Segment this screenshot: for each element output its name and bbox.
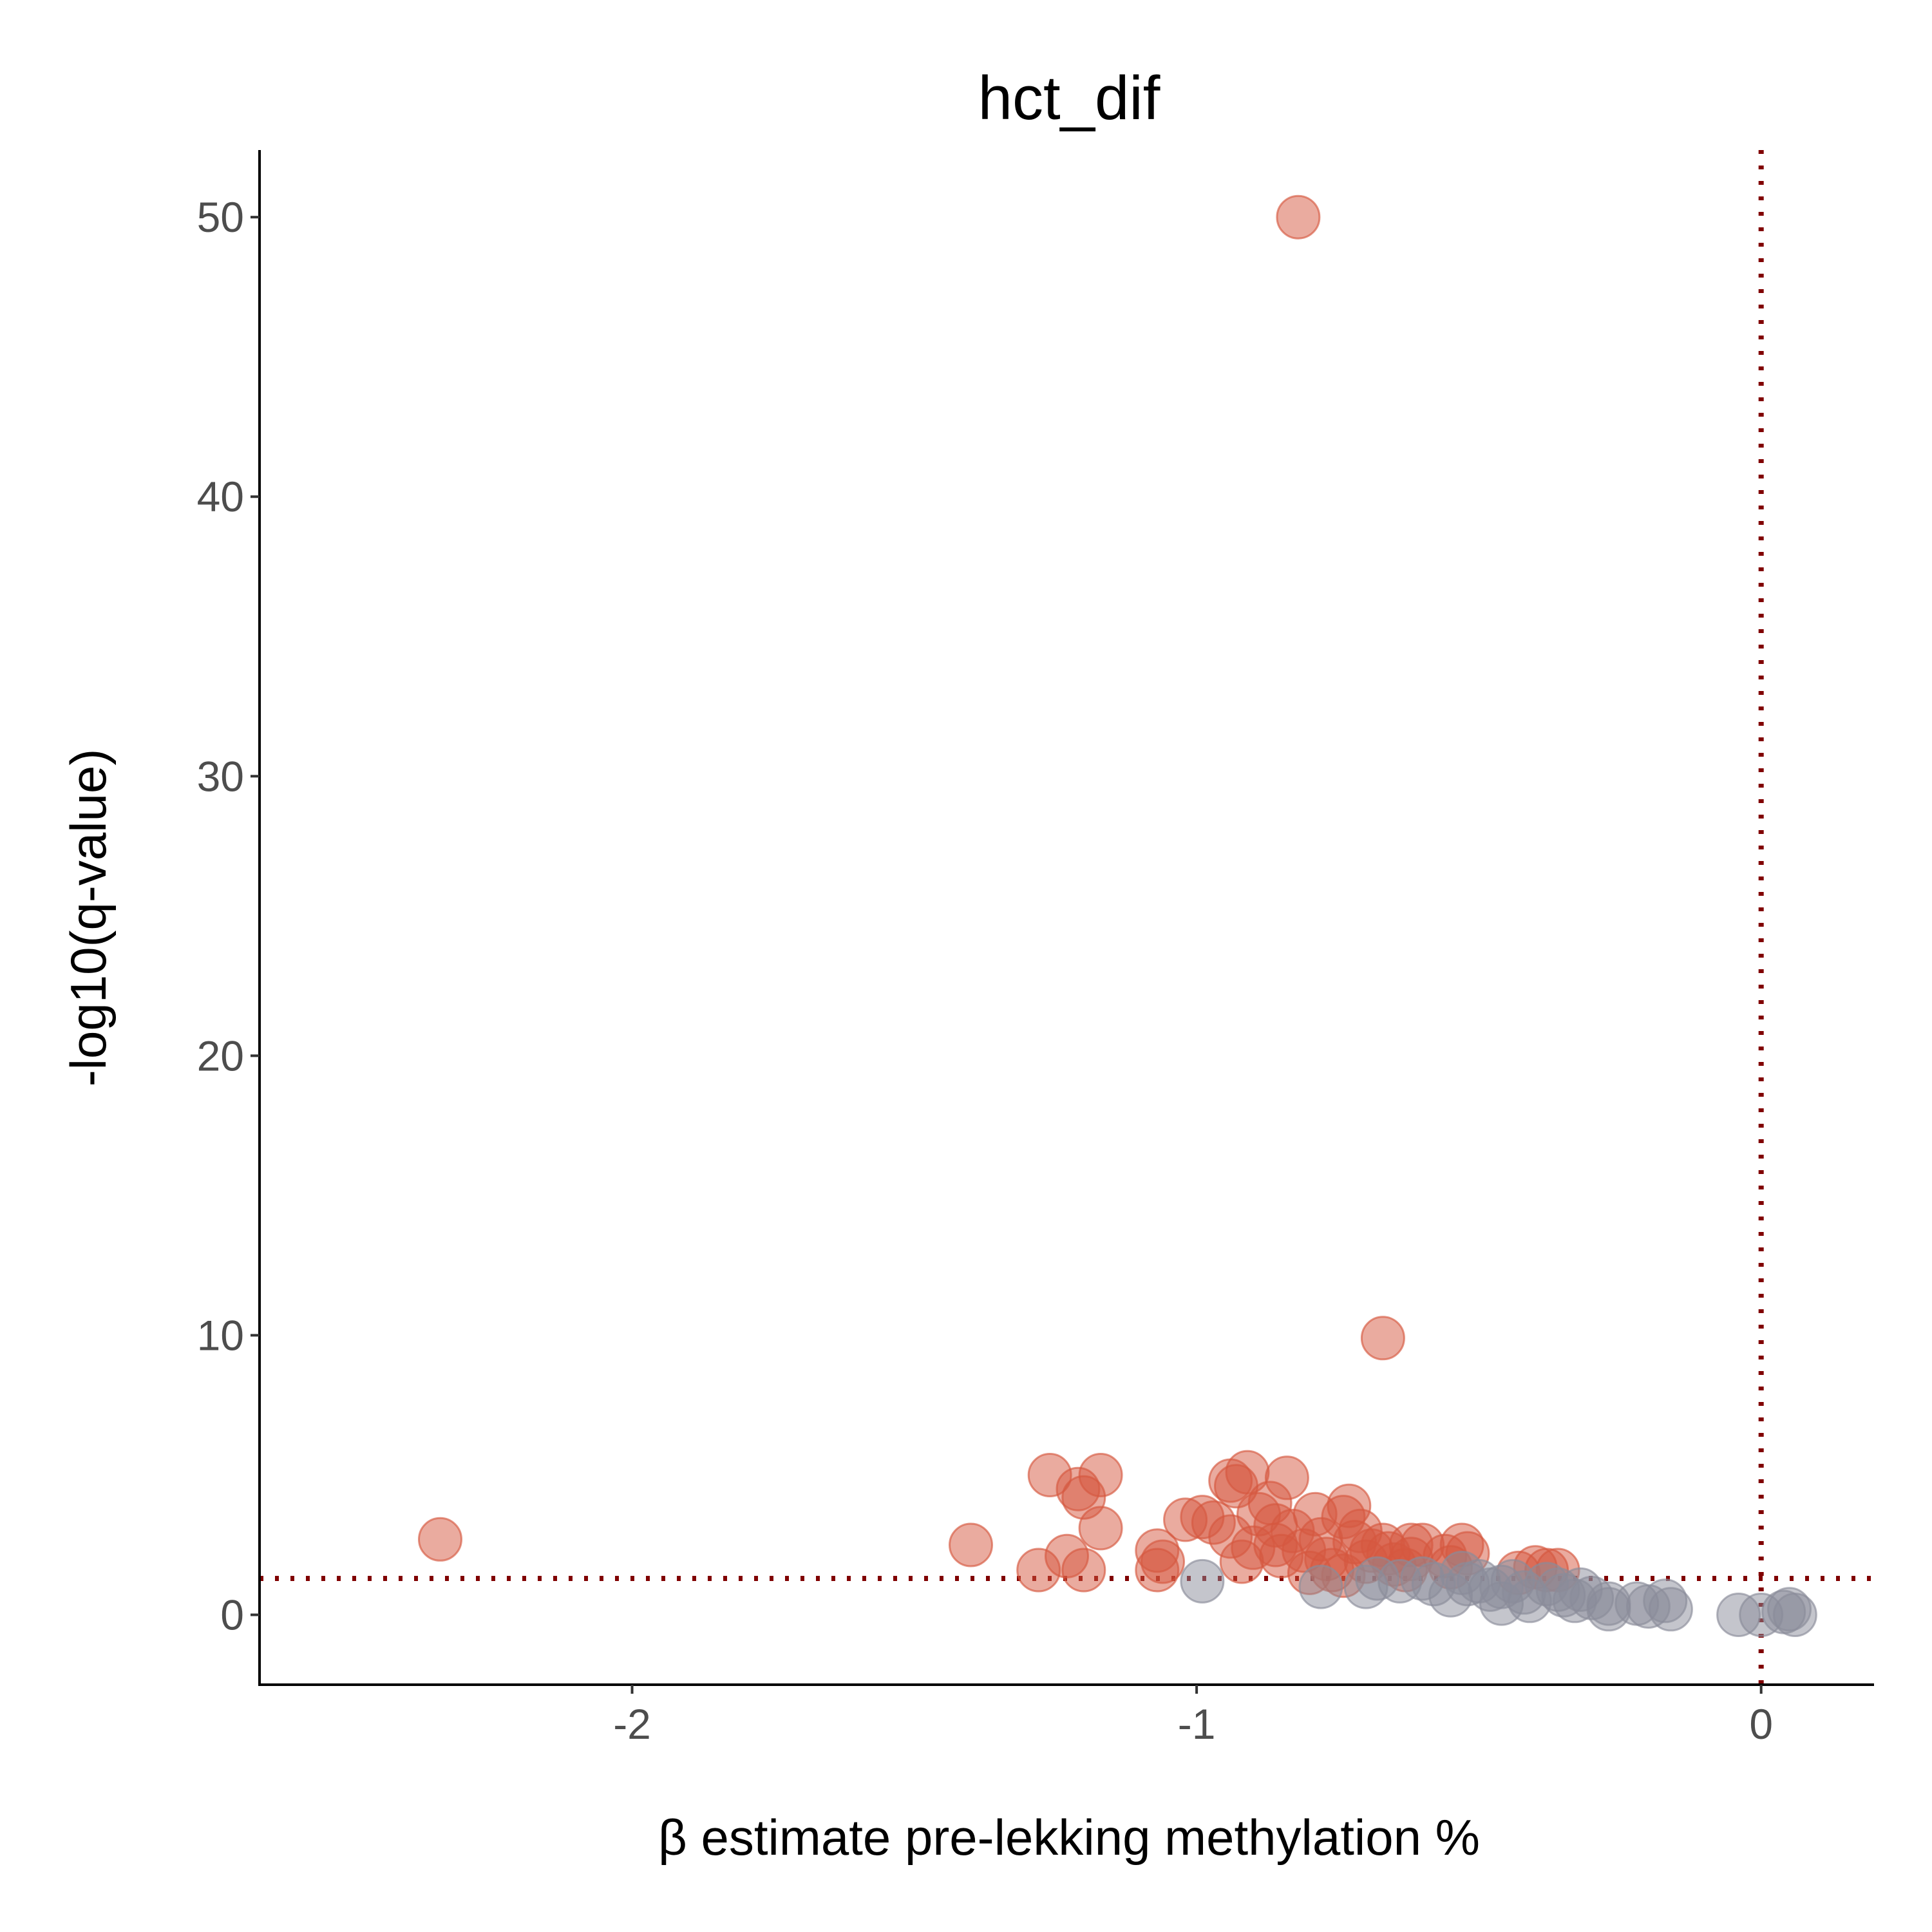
y-tick-label: 40: [197, 473, 244, 520]
data-point: [1078, 1506, 1123, 1551]
y-tick-label: 10: [197, 1311, 244, 1359]
data-point: [1276, 194, 1321, 240]
data-point: [418, 1517, 462, 1562]
x-axis-ticks: -2 -1 0: [613, 1685, 1773, 1748]
y-axis-ticks: 0 10 20 30 40 50: [197, 193, 260, 1638]
y-tick-label: 30: [197, 752, 244, 800]
data-point: [1061, 1548, 1106, 1593]
data-point: [1298, 1564, 1343, 1609]
data-point: [949, 1522, 993, 1567]
x-tick-label: 0: [1749, 1700, 1773, 1748]
data-point: [1360, 1316, 1405, 1361]
y-tick-label: 0: [220, 1591, 244, 1638]
data-point: [1772, 1593, 1817, 1637]
y-tick-label: 20: [197, 1032, 244, 1079]
data-point: [1016, 1548, 1061, 1593]
x-tick-label: -1: [1178, 1700, 1216, 1748]
data-point: [1135, 1548, 1180, 1593]
data-point: [1264, 1455, 1309, 1501]
data-point: [1180, 1558, 1225, 1604]
x-axis-title: β estimate pre-lekking methylation %: [658, 1809, 1480, 1866]
y-tick-label: 50: [197, 193, 244, 241]
x-tick-label: -2: [613, 1700, 651, 1748]
data-point: [1219, 1539, 1264, 1584]
data-point: [1648, 1587, 1693, 1632]
y-axis-title: -log10(q-value): [60, 749, 117, 1087]
chart-title: hct_dif: [978, 64, 1160, 133]
data-points: [418, 194, 1817, 1637]
reference-lines: [260, 150, 1874, 1685]
